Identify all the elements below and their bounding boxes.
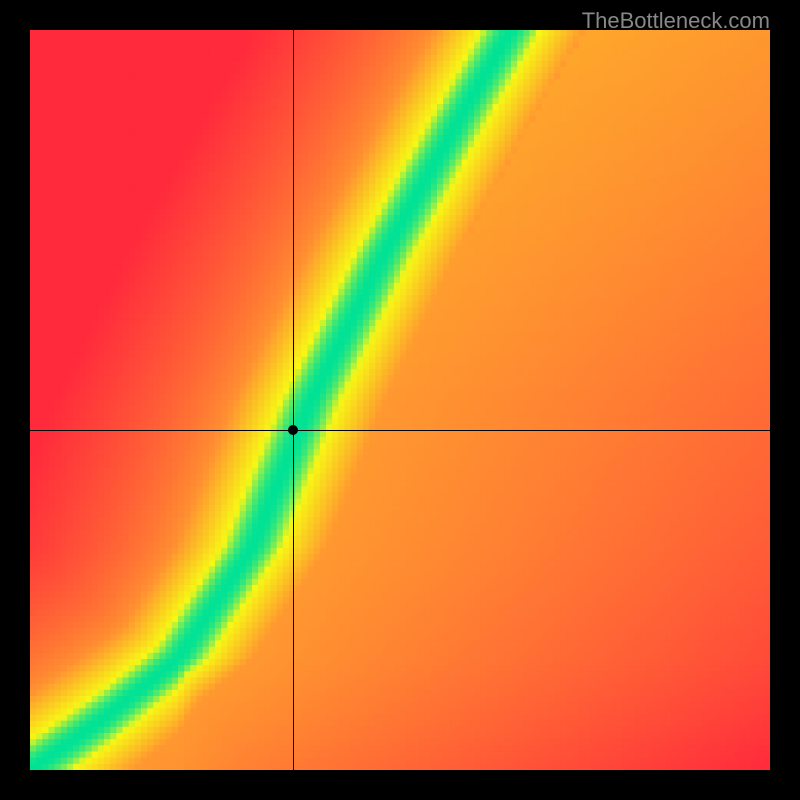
crosshair-vertical-line: [293, 30, 294, 770]
bottleneck-heatmap: [30, 30, 770, 770]
watermark-text: TheBottleneck.com: [582, 8, 770, 34]
crosshair-horizontal-line: [30, 430, 770, 431]
crosshair-marker-dot: [288, 425, 298, 435]
